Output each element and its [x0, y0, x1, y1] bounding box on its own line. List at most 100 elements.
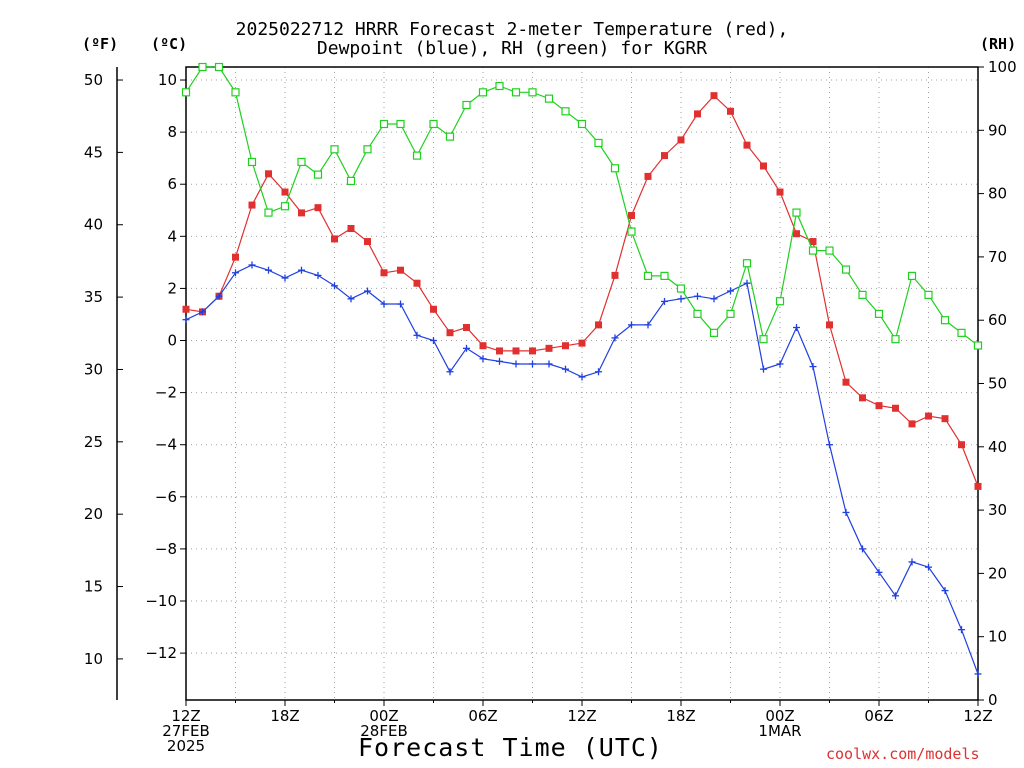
celsius-tick-label: 2 — [167, 279, 177, 297]
x-tick-label: 06Z — [468, 707, 497, 725]
temperature-point — [463, 323, 470, 331]
temperature-point — [298, 209, 305, 217]
temperature-point — [512, 347, 520, 355]
temperature-point — [265, 170, 272, 178]
temperature-point — [941, 415, 949, 423]
rh-point — [495, 81, 504, 91]
rh-point — [412, 151, 422, 160]
fahrenheit-tick-label: 30 — [84, 360, 103, 378]
rh-point — [940, 316, 950, 325]
rh-point — [247, 157, 257, 167]
temperature-point — [842, 378, 850, 386]
temperature-point — [925, 412, 932, 420]
rh-point — [198, 62, 207, 72]
rh-point — [214, 62, 224, 72]
rh-point — [264, 208, 273, 217]
rh-point — [726, 309, 735, 318]
rh-point — [709, 328, 719, 337]
rh-point — [396, 119, 405, 129]
celsius-tick-label: −10 — [145, 592, 177, 610]
temperature-point — [727, 107, 734, 115]
rh-tick-label: 90 — [988, 121, 1007, 139]
rh-point — [957, 328, 966, 337]
rh-point — [297, 157, 306, 167]
celsius-tick-label: 0 — [167, 332, 177, 350]
x-tick-label: 00Z — [765, 707, 794, 725]
temperature-point — [875, 402, 883, 410]
celsius-tick-label: −2 — [155, 384, 177, 402]
rh-point — [693, 309, 702, 318]
temperature-point — [347, 225, 355, 233]
temperature-point — [826, 321, 833, 329]
celsius-tick-label: −8 — [155, 540, 177, 558]
temperature-point — [529, 347, 536, 355]
celsius-unit-label: (ºC) — [151, 35, 188, 53]
rh-tick-label: 70 — [988, 248, 1007, 266]
rh-tick-label: 20 — [988, 564, 1007, 582]
rh-point — [528, 88, 537, 97]
rh-tick-label: 40 — [988, 438, 1007, 456]
rh-point — [313, 170, 323, 179]
temperature-point — [644, 172, 652, 180]
rh-point — [808, 246, 818, 255]
rh-point — [594, 138, 603, 148]
chart-title-line-2: Dewpoint (blue), RH (green) for KGRR — [316, 38, 708, 59]
temperature-point — [908, 420, 916, 428]
rh-point — [676, 284, 686, 293]
temperature-point — [430, 305, 437, 313]
temperature-point — [710, 92, 718, 100]
celsius-tick-label: 4 — [167, 227, 177, 245]
x-axis-label: Forecast Time (UTC) — [358, 733, 663, 762]
x-tick-label: 12Z — [567, 707, 596, 725]
celsius-tick-label: 8 — [167, 123, 177, 141]
rh-point — [973, 341, 983, 350]
celsius-tick-label: −12 — [145, 644, 177, 662]
temperature-point — [364, 238, 371, 246]
x-tick-label: 06Z — [864, 707, 893, 725]
temperature-point — [677, 136, 685, 144]
temperature-point — [628, 211, 635, 219]
rh-point — [759, 335, 768, 344]
fahrenheit-tick-label: 10 — [84, 650, 103, 668]
rh-point — [330, 145, 339, 154]
rh-point — [627, 227, 636, 236]
rh-point — [643, 271, 653, 280]
fahrenheit-tick-label: 20 — [84, 505, 103, 523]
rh-tick-label: 0 — [988, 691, 998, 709]
rh-point — [280, 202, 290, 211]
fahrenheit-tick-label: 50 — [84, 71, 103, 89]
rh-point — [825, 246, 834, 255]
temperature-point — [479, 342, 487, 350]
rh-point — [660, 271, 669, 280]
temperature-point — [545, 344, 553, 352]
temperature-point — [611, 271, 619, 279]
credit-text: coolwx.com/models — [826, 745, 980, 763]
temperature-point — [314, 204, 322, 212]
rh-point — [858, 290, 867, 299]
temperature-point — [595, 321, 602, 329]
x-tick-label: 18Z — [666, 707, 695, 725]
rh-tick-label: 10 — [988, 628, 1007, 646]
rh-tick-label: 80 — [988, 185, 1007, 203]
temperature-point — [760, 162, 767, 170]
temperature-point — [397, 266, 404, 274]
fahrenheit-tick-label: 40 — [84, 216, 103, 234]
fahrenheit-tick-label: 25 — [84, 433, 103, 451]
temperature-point — [809, 238, 817, 246]
temperature-point — [661, 152, 668, 160]
temperature-point — [182, 305, 190, 313]
temperature-point — [578, 339, 586, 347]
temperature-point — [859, 394, 866, 402]
temperature-point — [743, 141, 751, 149]
rh-point — [181, 88, 191, 97]
x-tick-label: 28FEB — [360, 722, 407, 740]
x-tick-label: 18Z — [270, 707, 299, 725]
temperature-point — [380, 269, 388, 277]
rh-point — [924, 290, 933, 299]
fahrenheit-tick-label: 35 — [84, 288, 103, 306]
rh-point — [907, 271, 917, 280]
rh-tick-label: 50 — [988, 375, 1007, 393]
celsius-tick-label: −4 — [155, 436, 177, 454]
fahrenheit-unit-label: (ºF) — [82, 35, 119, 53]
rh-series-line — [185, 66, 979, 346]
